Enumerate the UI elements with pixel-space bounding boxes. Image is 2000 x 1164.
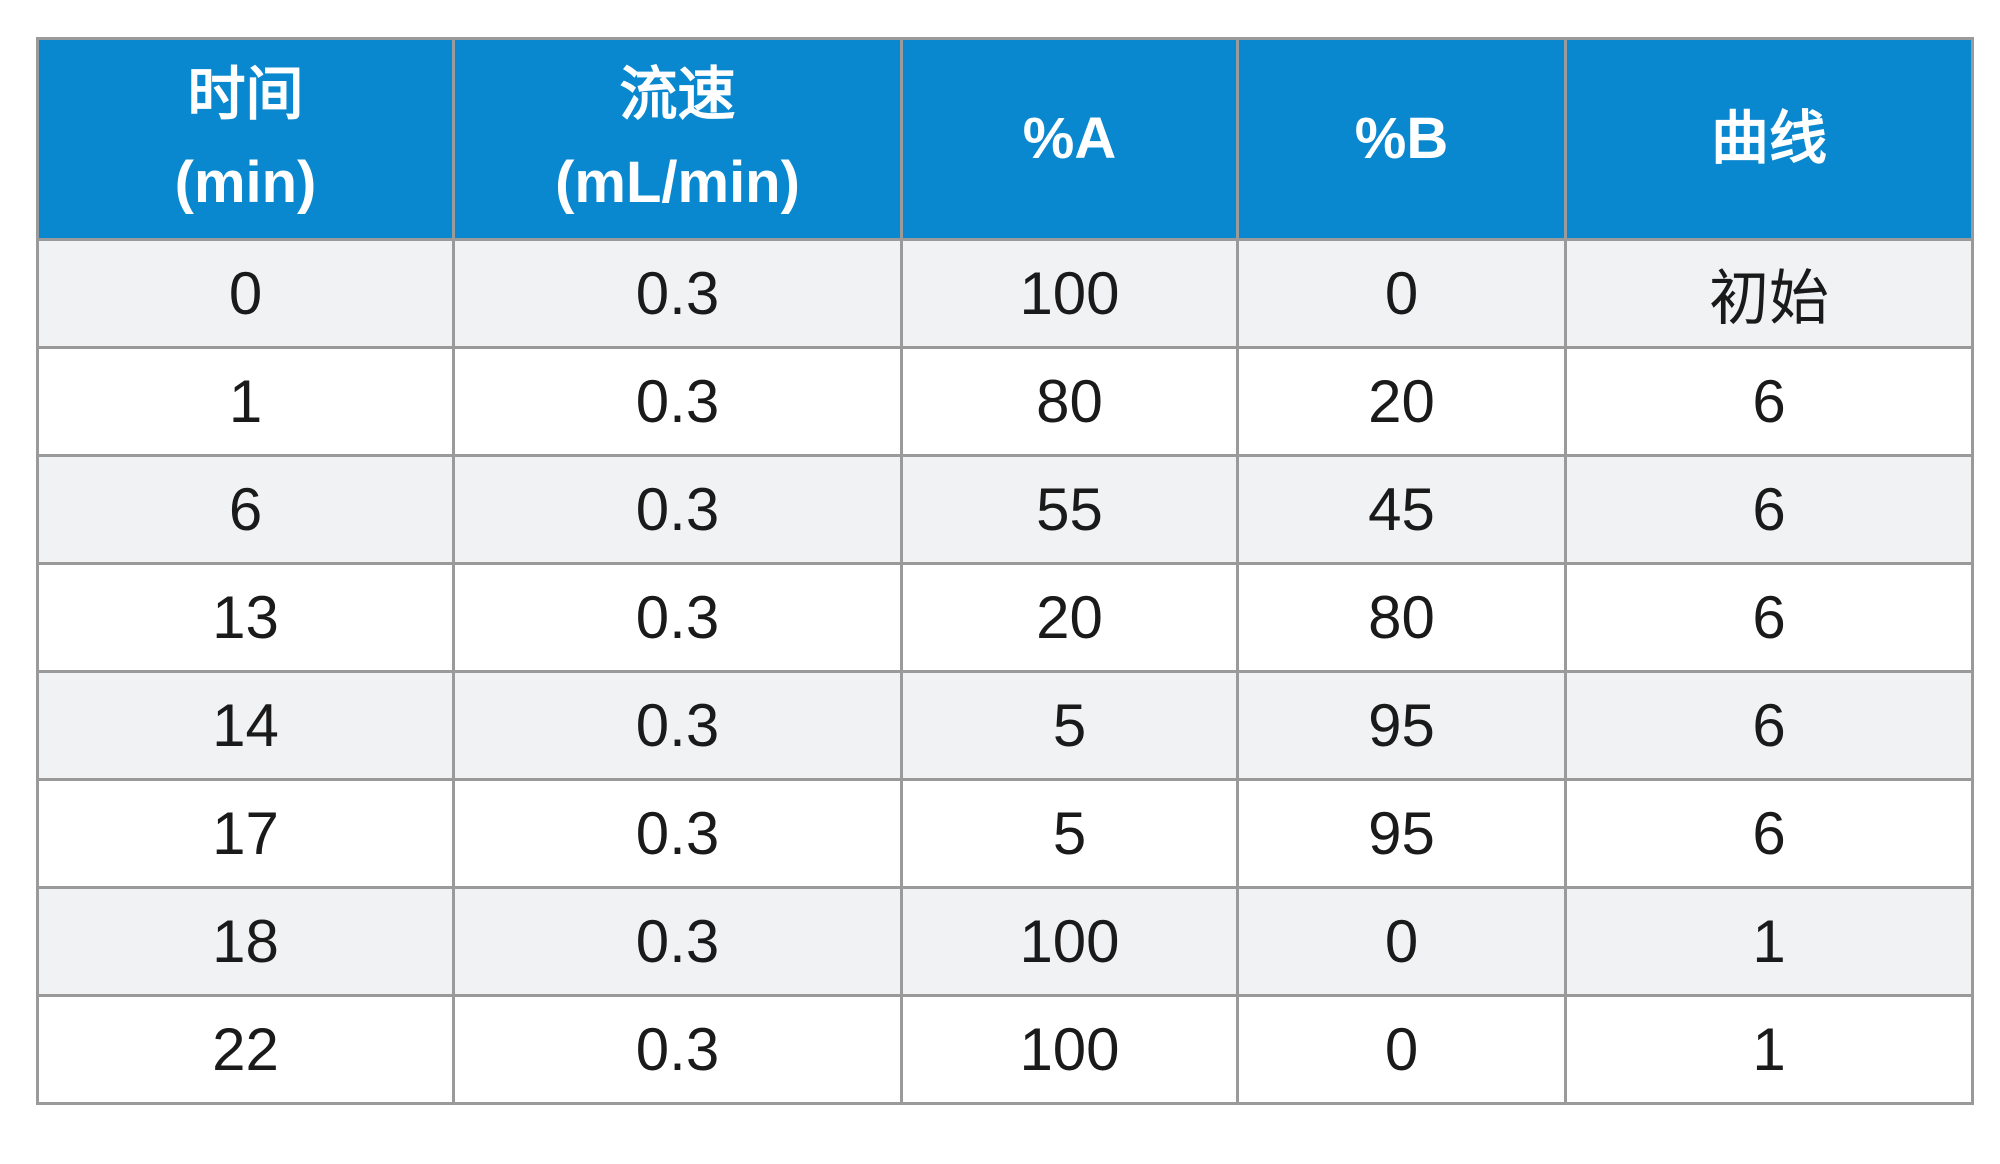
- table-row: 0 0.3 100 0 初始: [36, 238, 1974, 349]
- cell-flow-rate: 0.3: [452, 994, 903, 1105]
- cell-percent-a: 100: [900, 994, 1239, 1105]
- header-row: 时间 (min) 流速 (mL/min) %A %B 曲线: [36, 37, 1974, 241]
- table-row: 6 0.3 55 45 6: [36, 454, 1974, 565]
- cell-time: 1: [36, 346, 455, 457]
- header-line: 时间: [187, 62, 304, 127]
- cell-percent-a: 20: [900, 562, 1239, 673]
- header-flow-rate: 流速 (mL/min): [452, 37, 903, 241]
- header-line: (min): [174, 150, 317, 215]
- header-line: %A: [1022, 106, 1117, 171]
- cell-percent-b: 80: [1236, 562, 1567, 673]
- cell-percent-b: 95: [1236, 670, 1567, 781]
- cell-percent-a: 5: [900, 670, 1239, 781]
- gradient-table: 时间 (min) 流速 (mL/min) %A %B 曲线 0 0.3 100 0 初始 1 0.3 80…: [36, 37, 1974, 1105]
- table-row: 1 0.3 80 20 6: [36, 346, 1974, 457]
- cell-curve: 6: [1564, 670, 1974, 781]
- table-row: 13 0.3 20 80 6: [36, 562, 1974, 673]
- table-header: 时间 (min) 流速 (mL/min) %A %B 曲线: [36, 37, 1974, 241]
- cell-time: 14: [36, 670, 455, 781]
- cell-curve: 初始: [1564, 238, 1974, 349]
- header-curve: 曲线: [1564, 37, 1974, 241]
- cell-time: 22: [36, 994, 455, 1105]
- table-row: 18 0.3 100 0 1: [36, 886, 1974, 997]
- cell-percent-b: 20: [1236, 346, 1567, 457]
- header-time: 时间 (min): [36, 37, 455, 241]
- cell-flow-rate: 0.3: [452, 346, 903, 457]
- header-line: (mL/min): [555, 150, 800, 215]
- cell-percent-b: 0: [1236, 886, 1567, 997]
- header-percent-b: %B: [1236, 37, 1567, 241]
- table-row: 14 0.3 5 95 6: [36, 670, 1974, 781]
- cell-flow-rate: 0.3: [452, 886, 903, 997]
- cell-flow-rate: 0.3: [452, 670, 903, 781]
- header-line: %B: [1354, 106, 1449, 171]
- cell-time: 0: [36, 238, 455, 349]
- cell-curve: 6: [1564, 454, 1974, 565]
- cell-time: 13: [36, 562, 455, 673]
- header-percent-a: %A: [900, 37, 1239, 241]
- table-body: 0 0.3 100 0 初始 1 0.3 80 20 6 6 0.3 55 45 6 13 0.3 20 80 6 14…: [36, 238, 1974, 1105]
- cell-percent-a: 5: [900, 778, 1239, 889]
- cell-percent-b: 45: [1236, 454, 1567, 565]
- cell-flow-rate: 0.3: [452, 238, 903, 349]
- cell-percent-b: 0: [1236, 994, 1567, 1105]
- header-line: 曲线: [1710, 106, 1827, 171]
- cell-time: 6: [36, 454, 455, 565]
- cell-percent-b: 0: [1236, 238, 1567, 349]
- cell-flow-rate: 0.3: [452, 562, 903, 673]
- cell-curve: 1: [1564, 886, 1974, 997]
- cell-time: 17: [36, 778, 455, 889]
- cell-percent-b: 95: [1236, 778, 1567, 889]
- cell-flow-rate: 0.3: [452, 778, 903, 889]
- cell-percent-a: 80: [900, 346, 1239, 457]
- cell-flow-rate: 0.3: [452, 454, 903, 565]
- cell-curve: 1: [1564, 994, 1974, 1105]
- cell-percent-a: 100: [900, 238, 1239, 349]
- gradient-table-container: 时间 (min) 流速 (mL/min) %A %B 曲线 0 0.3 100 0 初始 1 0.3 80…: [36, 37, 1974, 1105]
- cell-curve: 6: [1564, 346, 1974, 457]
- cell-time: 18: [36, 886, 455, 997]
- table-row: 17 0.3 5 95 6: [36, 778, 1974, 889]
- cell-curve: 6: [1564, 778, 1974, 889]
- cell-percent-a: 100: [900, 886, 1239, 997]
- table-row: 22 0.3 100 0 1: [36, 994, 1974, 1105]
- cell-curve: 6: [1564, 562, 1974, 673]
- cell-percent-a: 55: [900, 454, 1239, 565]
- header-line: 流速: [619, 62, 736, 127]
